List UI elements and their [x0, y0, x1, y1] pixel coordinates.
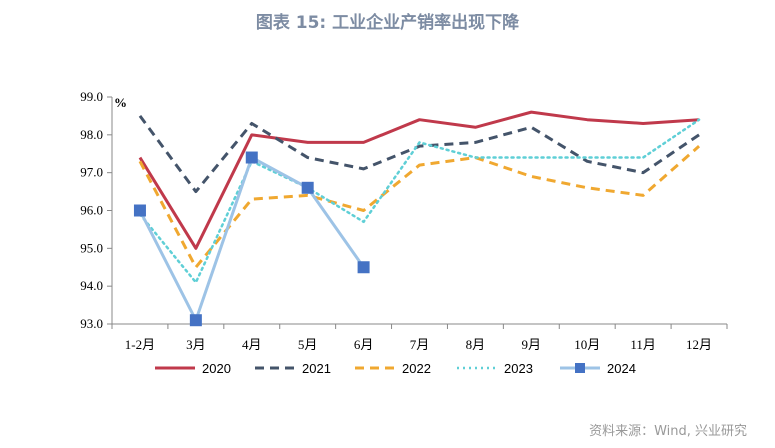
y-tick-label: 97.0 — [80, 165, 103, 180]
series-line-2023 — [138, 118, 701, 284]
y-tick-label: 98.0 — [80, 127, 103, 142]
y-tick-label: 93.0 — [80, 316, 103, 331]
x-tick-label: 1-2月 — [125, 337, 155, 352]
series-line-2024 — [138, 156, 365, 322]
x-tick-label: 5月 — [298, 337, 318, 352]
x-tick-label: 9月 — [522, 337, 542, 352]
series-line-2020 — [138, 110, 700, 250]
legend-label: 2020 — [202, 361, 231, 376]
y-tick-label: 94.0 — [80, 278, 103, 293]
x-tick-label: 12月 — [686, 337, 712, 352]
x-tick-label: 11月 — [630, 337, 656, 352]
x-tick-label: 8月 — [466, 337, 486, 352]
data-point-2024 — [245, 151, 258, 164]
x-tick-label: 7月 — [410, 337, 430, 352]
x-tick-label: 4月 — [242, 337, 262, 352]
y-tick-label: 95.0 — [80, 240, 103, 255]
unit-label: % — [114, 95, 127, 110]
chart-title: 图表 15: 工业企业产销率出现下降 — [255, 13, 520, 33]
data-point-2024 — [301, 181, 314, 194]
legend-marker-2024 — [575, 363, 585, 373]
legend-label: 2021 — [302, 361, 331, 376]
legend-label: 2022 — [402, 361, 431, 376]
data-point-2024 — [357, 261, 370, 274]
x-tick-label: 3月 — [186, 337, 206, 352]
source-note: 资料来源：Wind, 兴业研究 — [589, 424, 747, 439]
legend-label: 2023 — [504, 361, 533, 376]
data-point-2024 — [189, 314, 202, 327]
series-line-2022 — [138, 145, 701, 269]
x-tick-label: 6月 — [354, 337, 374, 352]
y-tick-label: 99.0 — [80, 89, 103, 104]
series-line-2021 — [138, 115, 700, 194]
legend-label: 2024 — [607, 361, 636, 376]
x-tick-label: 10月 — [574, 337, 600, 352]
data-point-2024 — [133, 204, 146, 217]
y-tick-label: 96.0 — [80, 203, 103, 218]
